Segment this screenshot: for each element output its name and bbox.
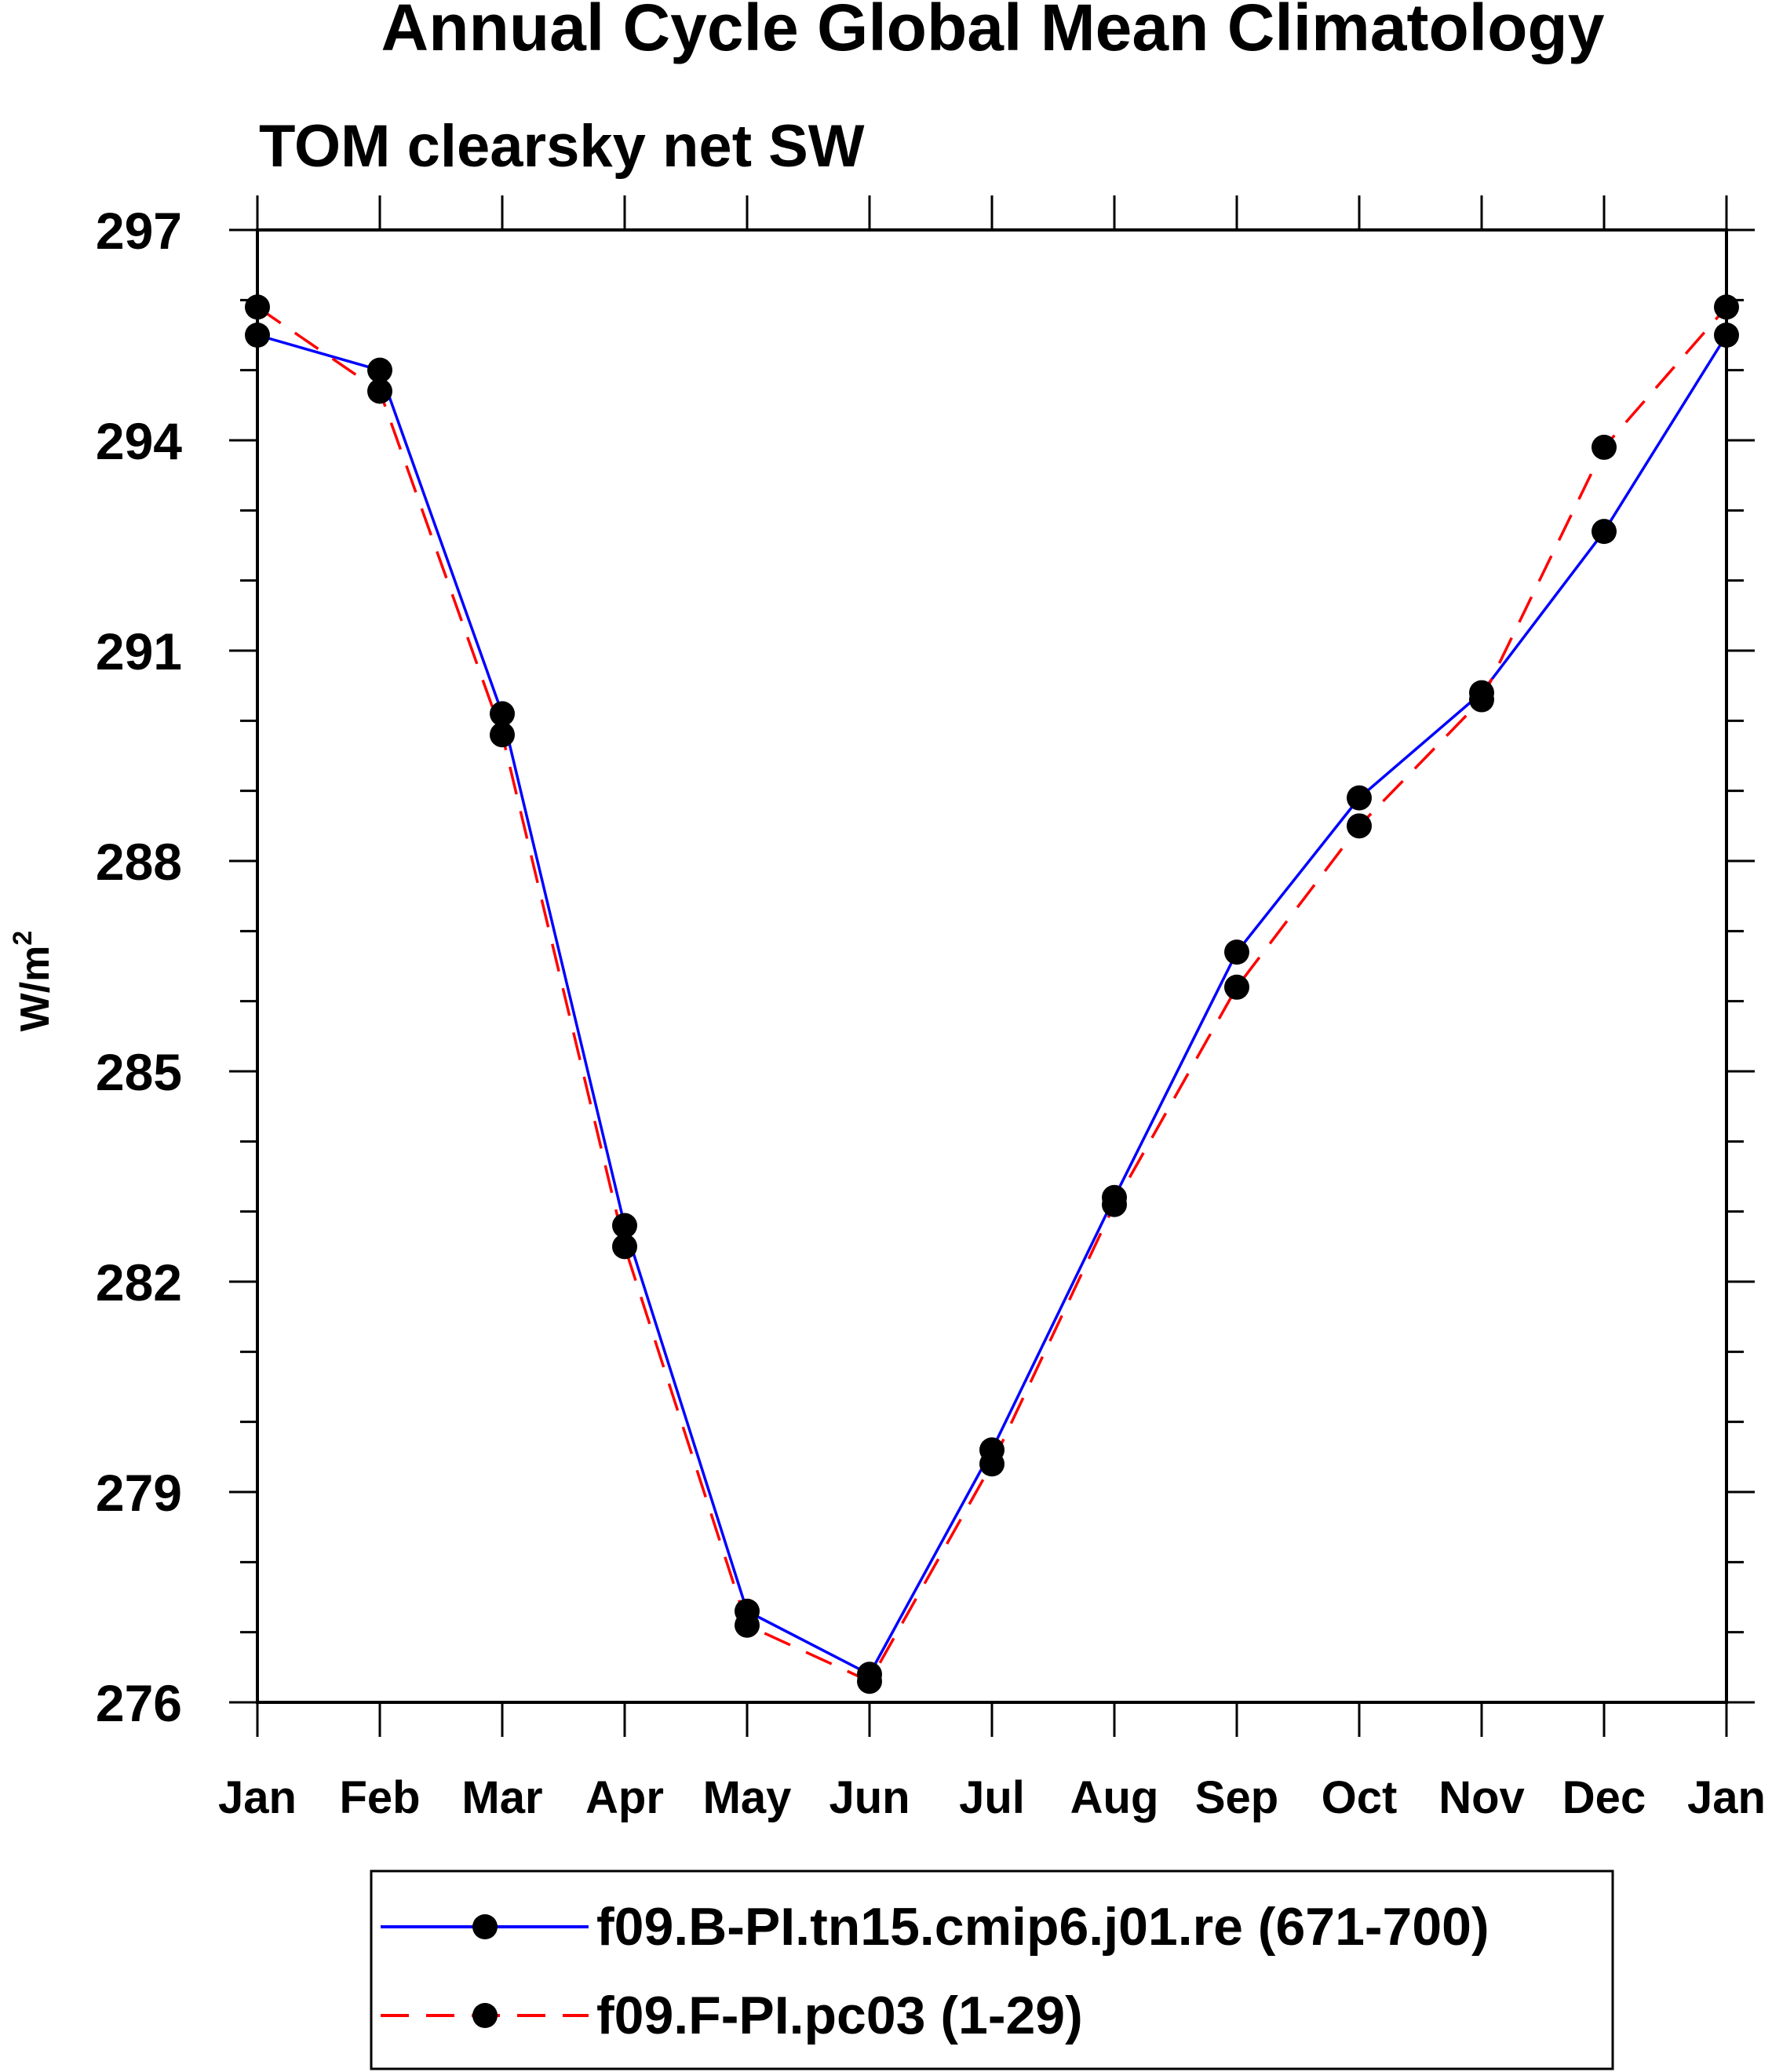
- series-2-point: [612, 1234, 637, 1260]
- chart-subtitle: TOM clearsky net SW: [259, 113, 865, 180]
- x-tick-label: May: [703, 1772, 792, 1823]
- legend-box: [370, 1870, 1614, 2070]
- plot-frame: [256, 228, 1728, 1704]
- y-tick-label: 285: [96, 1043, 182, 1101]
- series-2-point: [857, 1669, 882, 1694]
- series-2-point: [1347, 813, 1372, 839]
- x-tick-label: Aug: [1070, 1772, 1159, 1823]
- series-2-point: [1592, 434, 1617, 460]
- legend-label-series-2: f09.F-PI.pc03 (1-29): [596, 1986, 1083, 2045]
- y-tick-label: 294: [96, 412, 182, 470]
- series-2-point: [735, 1612, 760, 1638]
- y-tick-label: 288: [96, 833, 182, 891]
- x-tick-label: Sep: [1195, 1772, 1278, 1823]
- x-tick-label: Jan: [1687, 1772, 1766, 1823]
- y-tick-label: 291: [96, 622, 182, 680]
- series-layer: [245, 294, 1739, 1694]
- legend-marker-series-2: [472, 2003, 498, 2028]
- series-2-point: [1102, 1191, 1127, 1217]
- y-axis-label-superscript: 2: [8, 931, 38, 946]
- series-1-point: [490, 701, 515, 727]
- legend: f09.B-PI.tn15.cmip6.j01.re (671-700) f09…: [370, 1870, 1614, 2070]
- series-2-point: [245, 294, 270, 320]
- x-tick-label: Jun: [829, 1772, 910, 1823]
- legend-label-series-1: f09.B-PI.tn15.cmip6.j01.re (671-700): [596, 1897, 1489, 1957]
- y-tick-label: 276: [96, 1674, 182, 1732]
- x-tick-label: Nov: [1438, 1772, 1525, 1823]
- y-tick-label: 279: [96, 1464, 182, 1522]
- series-2-point: [979, 1451, 1004, 1477]
- x-tick-label: Dec: [1562, 1772, 1646, 1823]
- series-1-point: [1347, 785, 1372, 811]
- series-1-point: [1592, 519, 1617, 545]
- series-2-point: [490, 722, 515, 748]
- y-axis-label-unit: W/m: [13, 946, 58, 1032]
- x-tick-label: Jan: [218, 1772, 297, 1823]
- x-tick-label: Apr: [585, 1772, 664, 1823]
- x-axis: Jan Feb Mar Apr May Jun Jul Aug Sep Oct Nov Dec Jan: [218, 195, 1766, 1823]
- series-2-point: [1714, 294, 1739, 320]
- y-axis: 276 279 282 285 288 291 294 297: [96, 202, 1755, 1732]
- series-1-point: [1224, 939, 1249, 965]
- x-tick-label: Jul: [959, 1772, 1025, 1823]
- series-2-point: [1224, 974, 1249, 1000]
- y-axis-label: W/m2: [8, 931, 58, 1032]
- x-tick-label: Feb: [339, 1772, 420, 1823]
- series-1-point: [1714, 323, 1739, 348]
- x-tick-label: Oct: [1322, 1772, 1398, 1823]
- series-1-point: [612, 1213, 637, 1238]
- y-tick-label: 297: [96, 202, 182, 260]
- x-tick-label: Mar: [461, 1772, 542, 1823]
- chart-title: Annual Cycle Global Mean Climatology: [381, 0, 1605, 64]
- series-1-point: [245, 323, 270, 348]
- series-1-point: [367, 357, 392, 383]
- series-2-point: [367, 378, 392, 404]
- y-tick-label: 282: [96, 1253, 182, 1311]
- series-2-point: [1469, 687, 1494, 713]
- legend-marker-series-1: [472, 1914, 498, 1939]
